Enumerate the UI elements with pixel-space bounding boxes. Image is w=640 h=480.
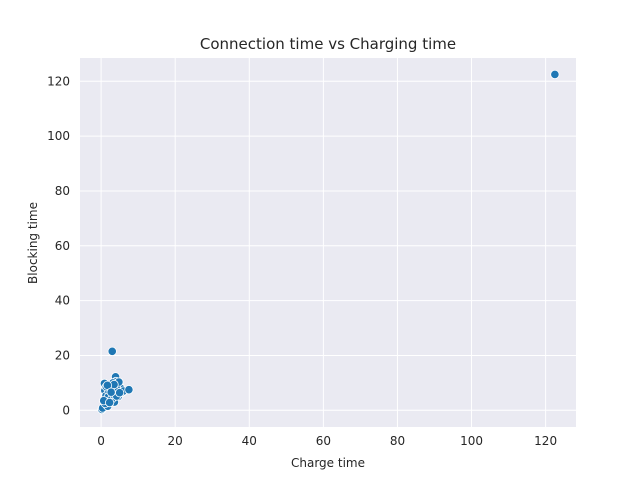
y-tick-label: 100 <box>47 129 70 143</box>
x-tick-label: 120 <box>534 434 557 448</box>
data-point <box>106 387 116 397</box>
data-point <box>115 388 125 398</box>
grid-lines <box>80 58 576 427</box>
data-points <box>97 69 560 415</box>
data-point <box>124 385 134 395</box>
data-point <box>105 398 115 408</box>
x-tick-label: 100 <box>460 434 483 448</box>
x-tick-label: 20 <box>168 434 183 448</box>
y-tick-label: 80 <box>55 184 70 198</box>
y-axis-label: Blocking time <box>26 202 40 284</box>
y-tick-label: 60 <box>55 239 70 253</box>
y-tick-label: 120 <box>47 74 70 88</box>
x-tick-label: 60 <box>316 434 331 448</box>
x-tick-label: 80 <box>390 434 405 448</box>
y-tick-label: 40 <box>55 294 70 308</box>
tick-labels: 0 20 40 60 80 100 120 0 20 40 60 80 100 120 <box>47 74 557 448</box>
x-tick-label: 0 <box>97 434 105 448</box>
data-point <box>107 346 117 356</box>
plot-area <box>80 58 576 427</box>
y-tick-label: 0 <box>62 403 70 417</box>
x-axis-label: Charge time <box>291 456 365 470</box>
y-tick-label: 20 <box>55 348 70 362</box>
chart-title: Connection time vs Charging time <box>200 35 456 53</box>
x-tick-label: 40 <box>242 434 257 448</box>
data-point <box>550 69 560 80</box>
